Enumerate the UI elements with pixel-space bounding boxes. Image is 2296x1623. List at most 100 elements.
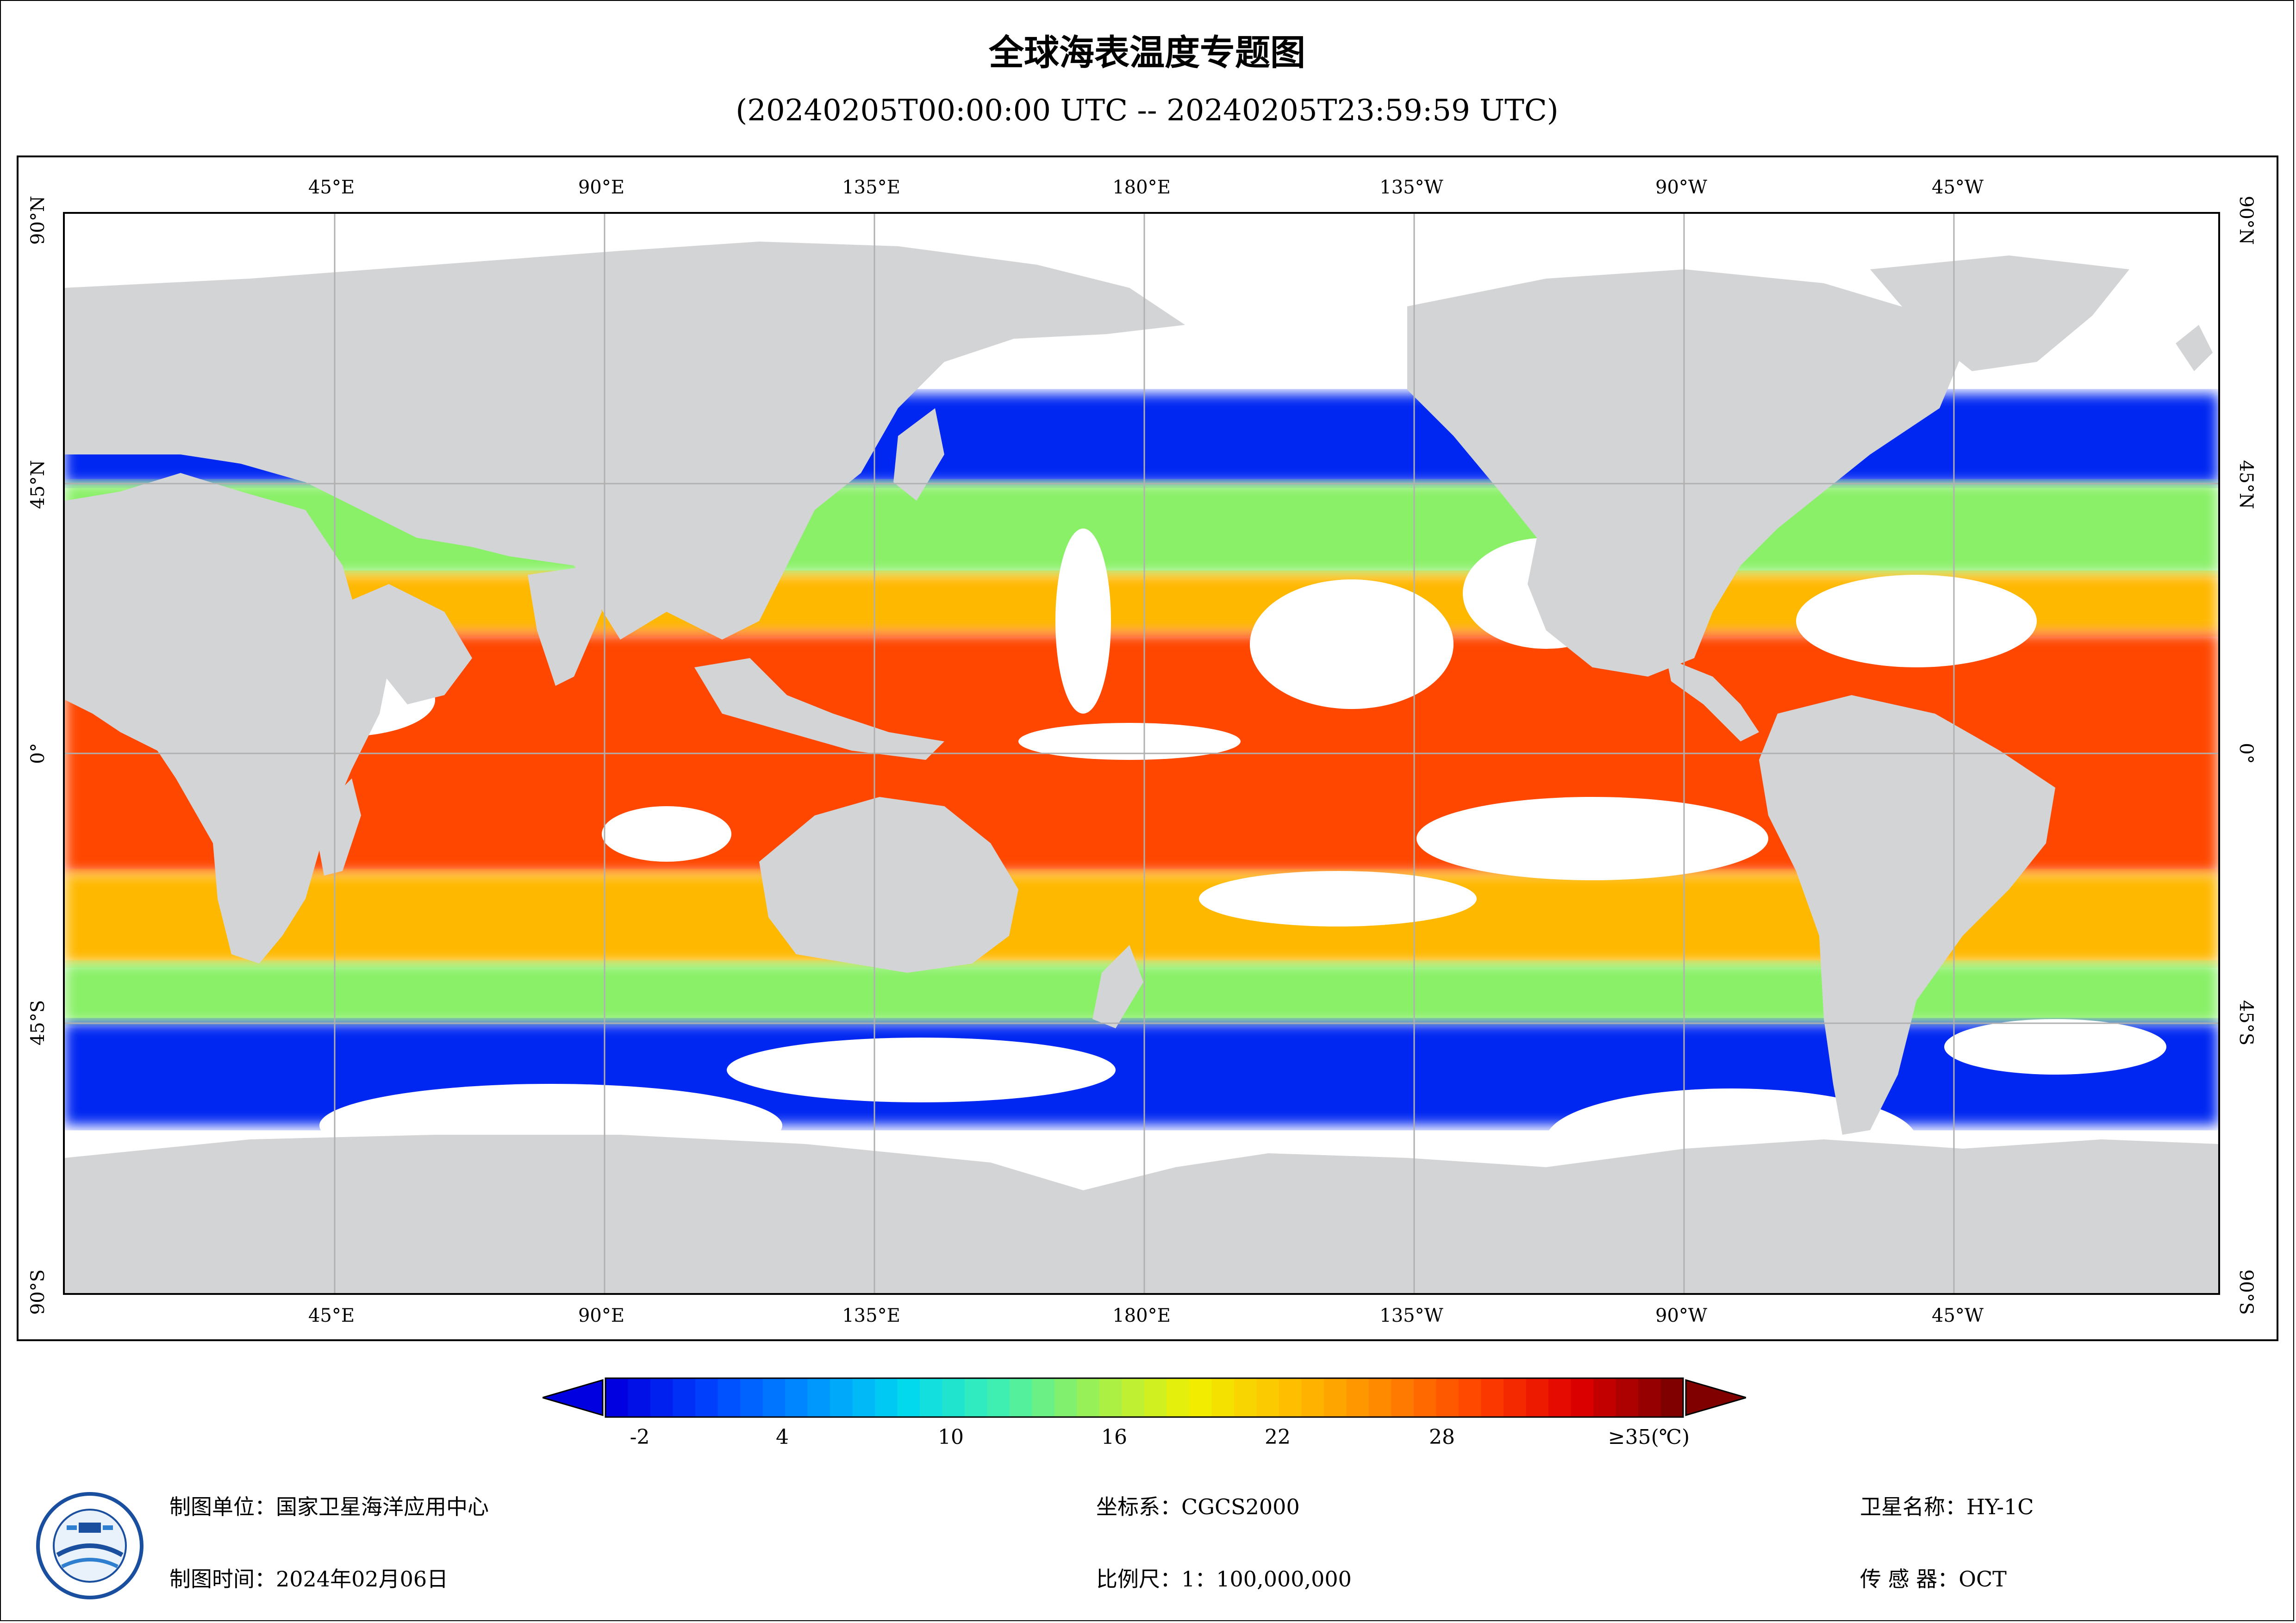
- colorbar-cell: [897, 1378, 920, 1417]
- lon-label-bottom: 45°W: [1931, 1305, 1984, 1326]
- crs-key: 坐标系：: [1096, 1494, 1181, 1519]
- colorbar-cell: [1256, 1378, 1279, 1417]
- colorbar-cell: [673, 1378, 696, 1417]
- colorbar-label: 28: [1429, 1425, 1455, 1449]
- lon-label-top: 45°E: [308, 177, 355, 198]
- colorbar-cell: [740, 1378, 763, 1417]
- map-title: 全球海表温度专题图: [989, 32, 1305, 73]
- japan-landmass: [893, 408, 944, 501]
- lat-label-right: 45°N: [2235, 460, 2257, 509]
- antarctica-landmass: [65, 1135, 2218, 1293]
- colorbar-cell: [807, 1378, 830, 1417]
- colorbar-label: -2: [630, 1425, 650, 1449]
- colorbar-cell: [965, 1378, 988, 1417]
- north-america-landmass: [1407, 269, 1963, 677]
- satellite-key: 卫星名称：: [1860, 1494, 1966, 1519]
- colorbar-cell: [1010, 1378, 1033, 1417]
- colorbar-cell: [785, 1378, 808, 1417]
- colorbar-cell: [1324, 1378, 1347, 1417]
- colorbar-cell: [1548, 1378, 1572, 1417]
- lat-label-right: 45°S: [2235, 1000, 2257, 1046]
- colorbar-cell: [1391, 1378, 1414, 1417]
- arabia-landmass: [324, 584, 472, 704]
- temperature-colorbar: [543, 1377, 1746, 1418]
- lon-label-bottom: 135°E: [842, 1305, 900, 1326]
- map-frame: [17, 155, 2278, 1341]
- sensor-value: OCT: [1959, 1567, 2007, 1592]
- colorbar-cell: [718, 1378, 741, 1417]
- colorbar-cell: [1167, 1378, 1190, 1417]
- colorbar-cell: [762, 1378, 786, 1417]
- india-landmass: [528, 566, 602, 686]
- colorbar-cell: [987, 1378, 1010, 1417]
- colorbar-label: 10: [938, 1425, 964, 1449]
- lat-label-right: 90°N: [2235, 196, 2257, 245]
- colorbar-cell: [1122, 1378, 1145, 1417]
- crs-value: CGCS2000: [1181, 1494, 1300, 1519]
- lon-label-bottom: 90°W: [1655, 1305, 1708, 1326]
- greenland-landmass: [1870, 255, 2129, 371]
- nsoas-logo-icon: [36, 1492, 144, 1599]
- uk-landmass: [2176, 325, 2213, 371]
- colorbar-cell: [875, 1378, 898, 1417]
- colorbar-cell: [942, 1378, 965, 1417]
- lon-label-bottom: 90°E: [578, 1305, 625, 1326]
- colorbar-cell: [1077, 1378, 1100, 1417]
- lon-label-top: 135°E: [842, 177, 900, 198]
- sensor-key: 传 感 器：: [1860, 1567, 1959, 1592]
- colorbar-cell: [1638, 1378, 1661, 1417]
- lon-label-bottom: 180°E: [1112, 1305, 1171, 1326]
- colorbar-cell: [1032, 1378, 1055, 1417]
- colorbar-cell: [1189, 1378, 1212, 1417]
- satellite-info: 卫星名称：HY-1C: [1860, 1490, 2034, 1521]
- lon-label-top: 180°E: [1112, 177, 1171, 198]
- colorbar-label: ≥35(℃): [1608, 1425, 1690, 1449]
- lon-label-top: 45°W: [1931, 177, 1984, 198]
- colorbar-cell: [1211, 1378, 1235, 1417]
- lon-label-bottom: 45°E: [308, 1305, 355, 1326]
- colorbar-cell: [1414, 1378, 1437, 1417]
- colorbar-cell: [1526, 1378, 1549, 1417]
- eurasia-landmass: [65, 242, 1185, 640]
- colorbar-cell: [852, 1378, 875, 1417]
- colorbar-cell: [1301, 1378, 1324, 1417]
- time-range-subtitle: (20240205T00:00:00 UTC -- 20240205T23:59…: [736, 93, 1559, 128]
- colorbar-cell: [605, 1378, 629, 1417]
- madagascar-landmass: [317, 778, 361, 876]
- colorbar-cell: [920, 1378, 943, 1417]
- central-america-landmass: [1666, 658, 1759, 741]
- lon-label-top: 135°W: [1379, 177, 1443, 198]
- colorbar-label: 4: [776, 1425, 789, 1449]
- production-date-info: 制图时间：2024年02月06日: [169, 1562, 448, 1593]
- lat-label-left: 45°N: [27, 460, 49, 509]
- cloud-mask-layer: [250, 529, 2166, 1190]
- colorbar-cell: [1616, 1378, 1639, 1417]
- indonesia-landmass: [694, 658, 944, 760]
- colorbar-label: 16: [1101, 1425, 1127, 1449]
- lat-label-left: 45°S: [27, 1000, 49, 1046]
- colorbar-cell: [695, 1378, 718, 1417]
- colorbar-frame: [605, 1377, 1684, 1418]
- new-zealand-landmass: [1092, 945, 1143, 1028]
- lat-label-right: 90°S: [2235, 1269, 2257, 1315]
- colorbar-cell: [628, 1378, 651, 1417]
- sst-map-graphic: [65, 214, 2218, 1293]
- colorbar-cell: [1459, 1378, 1482, 1417]
- producer-key: 制图单位：: [169, 1494, 276, 1519]
- colorbar-cell: [1369, 1378, 1392, 1417]
- graticule: [65, 214, 2218, 1293]
- sensor-info: 传 感 器：OCT: [1860, 1562, 2007, 1593]
- sst-map[interactable]: [63, 212, 2220, 1295]
- colorbar-cells: [605, 1377, 1684, 1418]
- colorbar-cell: [1660, 1378, 1684, 1417]
- satellite-value: HY-1C: [1966, 1494, 2034, 1519]
- lat-label-left: 90°S: [27, 1269, 49, 1315]
- lon-label-top: 90°E: [578, 177, 625, 198]
- lon-label-bottom: 135°W: [1379, 1305, 1443, 1326]
- lat-label-left: 90°N: [27, 196, 49, 245]
- australia-landmass: [759, 797, 1018, 973]
- lat-label-left: 0°: [27, 743, 49, 764]
- production-date-key: 制图时间：: [169, 1567, 276, 1592]
- scale-key: 比例尺：: [1096, 1567, 1181, 1592]
